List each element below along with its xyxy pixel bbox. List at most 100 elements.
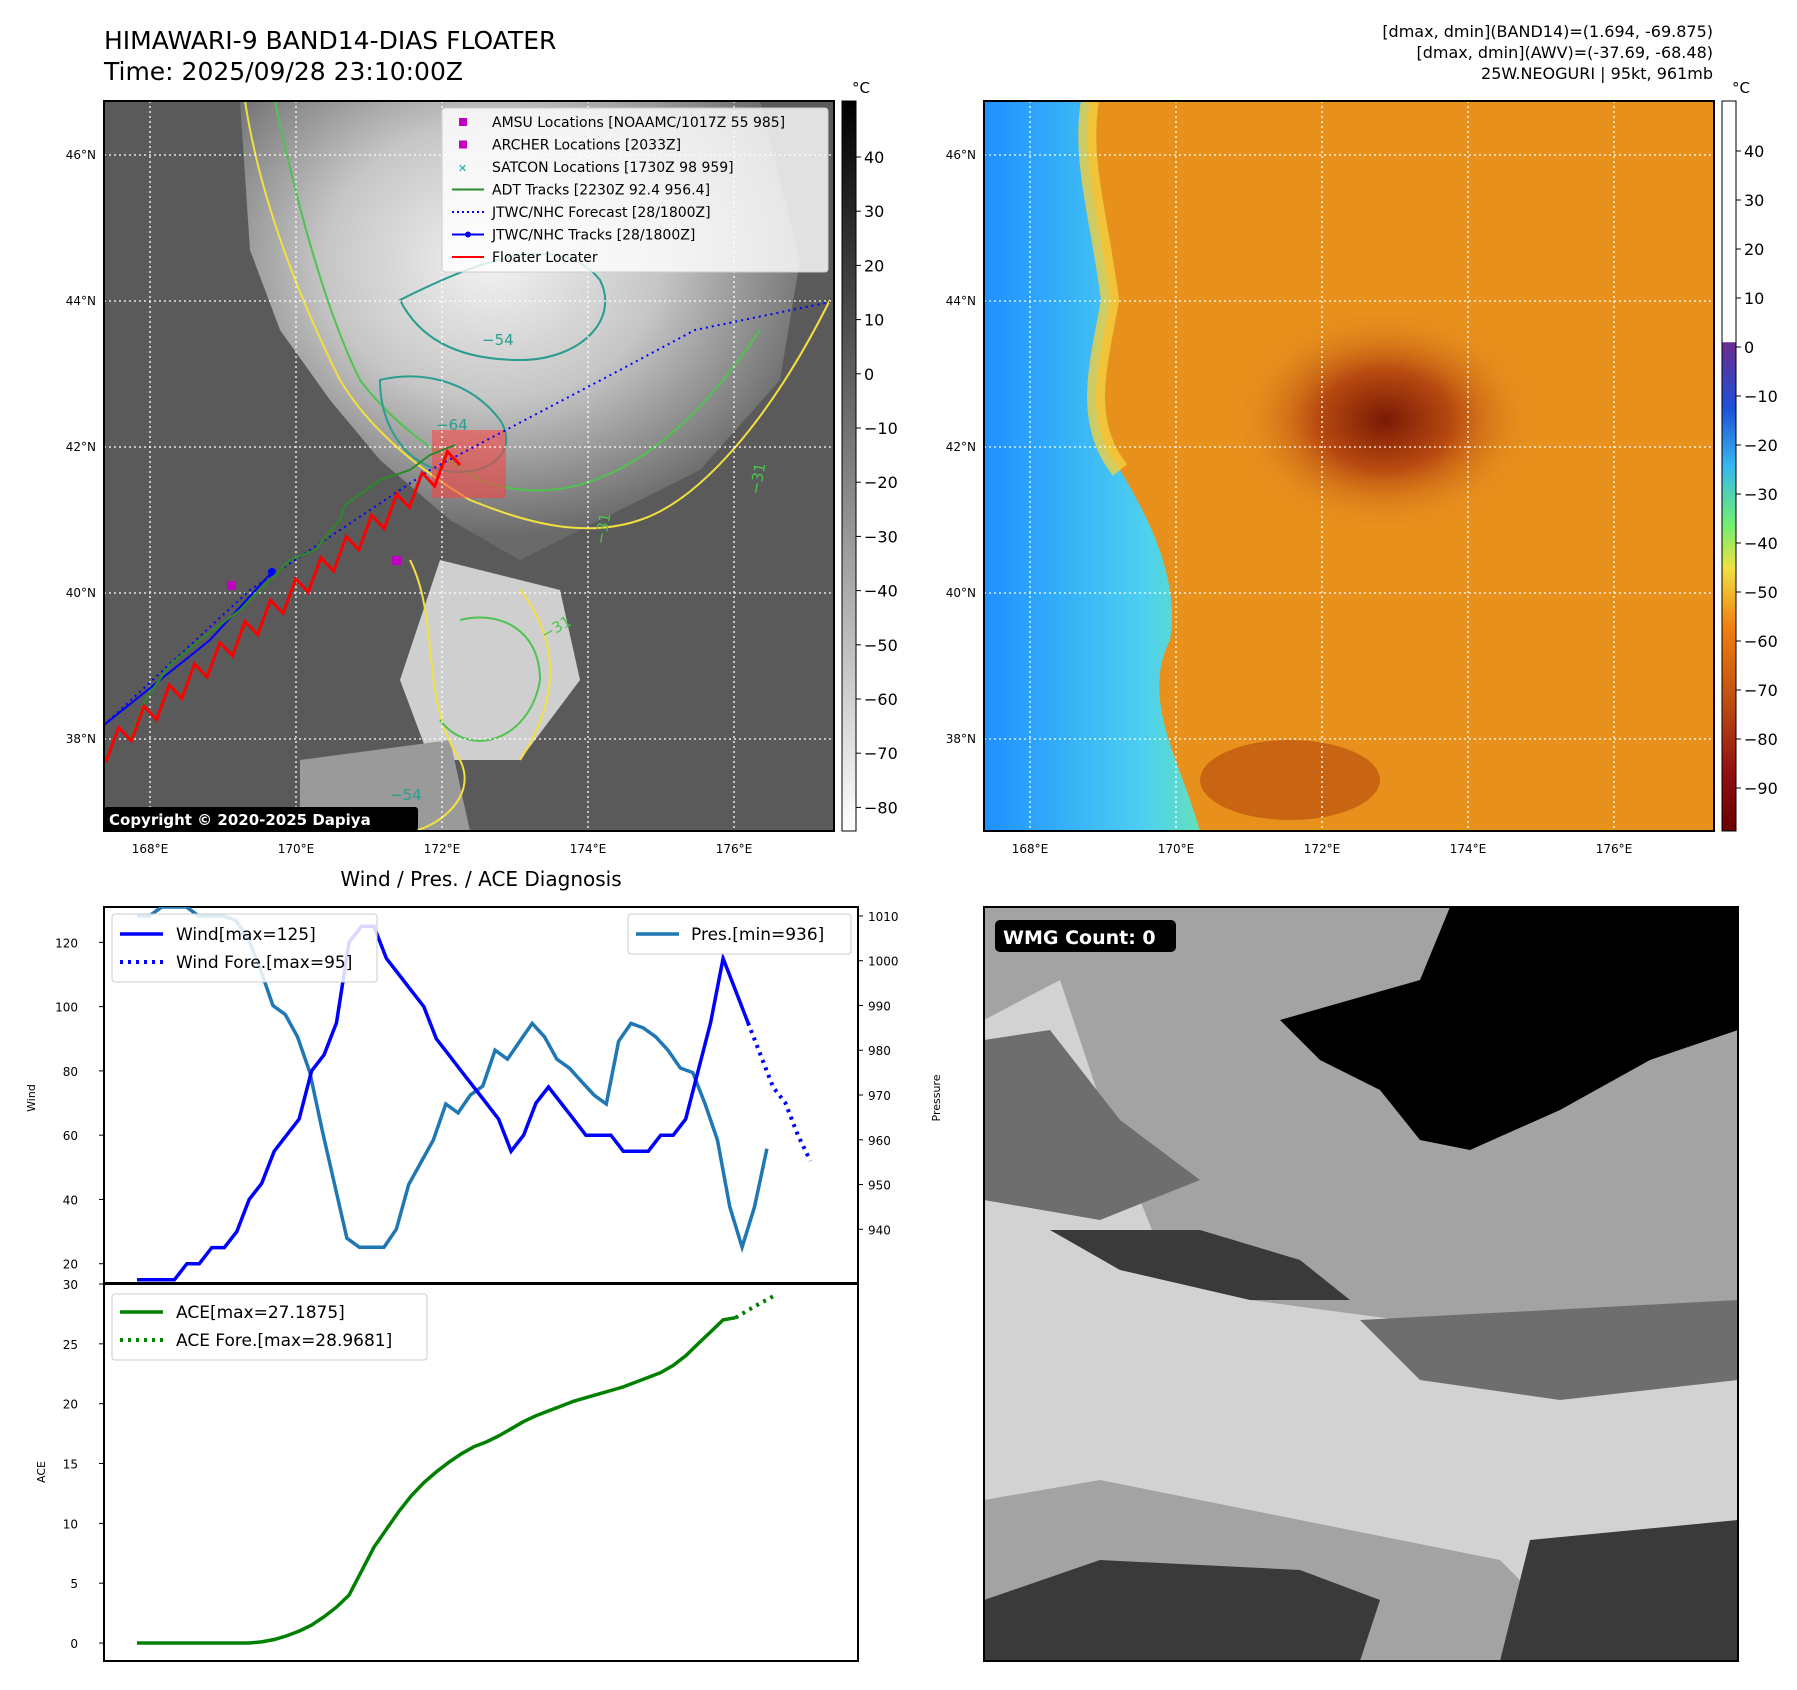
wind-ytick-label: 80 bbox=[63, 1065, 78, 1079]
ir-contour-yellow-3 bbox=[519, 589, 551, 761]
colorbar-tick-label: 40 bbox=[1744, 142, 1764, 161]
jtwc-forecast-track bbox=[104, 301, 831, 726]
colorbar-tick-label: −70 bbox=[864, 744, 898, 763]
floater-locater-track bbox=[104, 448, 462, 763]
ir-cloud-band-south bbox=[400, 560, 580, 760]
colorbar-tick-label: −30 bbox=[1744, 485, 1778, 504]
lat-tick-label: 44°N bbox=[946, 294, 976, 308]
diagnosis-title: Wind / Pres. / ACE Diagnosis bbox=[340, 867, 621, 891]
legend-label: ARCHER Locations [2033Z] bbox=[492, 138, 681, 154]
wmg-dark-band-1 bbox=[1050, 1230, 1350, 1300]
wind-ytick-label: 20 bbox=[63, 1258, 78, 1272]
lat-tick-label: 46°N bbox=[66, 148, 96, 162]
wmg-black-region bbox=[1280, 907, 1738, 1150]
colorbar-tick-label: −40 bbox=[1744, 534, 1778, 553]
wind-chart-legend: Wind[max=125] Wind Fore.[max=95] Pres.[min… bbox=[111, 913, 852, 983]
colorbar-tick-label: 10 bbox=[1744, 289, 1764, 308]
lon-tick-label: 174°E bbox=[570, 842, 607, 856]
legend-marker-square bbox=[459, 140, 467, 149]
wind-ytick-label: 100 bbox=[55, 1001, 78, 1015]
legend-label: JTWC/NHC Forecast [28/1800Z] bbox=[491, 205, 711, 221]
copyright-text: Copyright © 2020-2025 Dapiya bbox=[109, 811, 371, 829]
jtwc-track-point bbox=[268, 568, 276, 576]
awv-map-frame bbox=[983, 100, 1715, 832]
awv-colorbar bbox=[1721, 100, 1737, 832]
colorbar-tick-label: −80 bbox=[864, 798, 898, 817]
legend-box bbox=[441, 107, 829, 273]
ace-ytick-label: 25 bbox=[63, 1338, 78, 1352]
ir-contour-yellow-2 bbox=[409, 559, 466, 831]
ir-map-legend: AMSU Locations [NOAAMC/1017Z 55 985] ARCH… bbox=[441, 107, 829, 273]
ir-colorbar bbox=[841, 100, 857, 832]
colorbar-tick-label: −50 bbox=[1744, 583, 1778, 602]
wmg-dark-band-2 bbox=[984, 1560, 1380, 1661]
wind-pressure-chart: Wind / Pres. / ACE Diagnosis 20 40 60 80 100… bbox=[25, 867, 943, 1284]
lon-tick-label: 176°E bbox=[716, 842, 753, 856]
figure-time: Time: 2025/09/28 23:10:00Z bbox=[104, 57, 463, 86]
ir-contour-green-2 bbox=[439, 616, 542, 742]
ace-chart-legend: ACE[max=27.1875] ACE Fore.[max=28.9681] bbox=[111, 1293, 428, 1361]
lat-tick-label: 42°N bbox=[66, 440, 96, 454]
ir-axis-labels: 168°E 170°E 172°E 174°E 176°E 46°N 44°N 42°N 40°… bbox=[66, 148, 753, 856]
pressure-ytick-label: 940 bbox=[868, 1223, 891, 1237]
ir-satellite-map: −54 −64 −31 −31 −31 −54 AMSU Locations [… bbox=[66, 79, 898, 856]
legend-label: Wind[max=125] bbox=[176, 925, 316, 945]
lon-tick-label: 168°E bbox=[132, 842, 169, 856]
wmg-dark-band-3 bbox=[1500, 1520, 1738, 1661]
contour-label: −54 bbox=[390, 786, 422, 804]
lat-tick-label: 46°N bbox=[946, 148, 976, 162]
colorbar-tick-label: −80 bbox=[1744, 730, 1778, 749]
awv-axis-labels: 168°E 170°E 172°E 174°E 176°E 46°N 44°N 42°N 40°… bbox=[946, 148, 1633, 856]
wind-ytick-label: 40 bbox=[63, 1193, 78, 1207]
wind-legend-box bbox=[111, 913, 378, 983]
ace-ytick-label: 5 bbox=[70, 1577, 78, 1591]
legend-label: Floater Locater bbox=[492, 250, 598, 266]
wind-forecast-line bbox=[746, 1021, 813, 1162]
wmg-mid-region bbox=[984, 1030, 1200, 1220]
legend-label: Pres.[min=936] bbox=[691, 925, 824, 945]
pressure-axis-label: Pressure bbox=[930, 1074, 943, 1121]
wmg-mid-band bbox=[1360, 1300, 1738, 1400]
wmg-count-label: WMG Count: 0 bbox=[1003, 927, 1156, 949]
ir-contour-green-1 bbox=[274, 101, 761, 492]
legend-label: ADT Tracks [2230Z 92.4 956.4] bbox=[492, 183, 710, 199]
legend-marker-x: ✕ bbox=[458, 162, 467, 175]
legend-marker-square bbox=[459, 118, 467, 126]
wmg-count-badge bbox=[995, 920, 1176, 952]
lon-tick-label: 170°E bbox=[278, 842, 315, 856]
figure-title: HIMAWARI-9 BAND14-DIAS FLOATER bbox=[104, 26, 557, 55]
ir-colorbar-ticks: 40 30 20 10 0 −10 −20 −30 −40 −50 −60 −70 −80 bbox=[856, 148, 898, 817]
wind-ytick-label: 60 bbox=[63, 1129, 78, 1143]
lat-tick-label: 42°N bbox=[946, 440, 976, 454]
colorbar-tick-label: −10 bbox=[1744, 387, 1778, 406]
colorbar-tick-label: 0 bbox=[864, 365, 874, 384]
wind-chart-axes: 20 40 60 80 100 120 940 950 960 970 980 990 1000 1010… bbox=[25, 910, 943, 1272]
colorbar-tick-label: −60 bbox=[1744, 632, 1778, 651]
lon-tick-label: 172°E bbox=[424, 842, 461, 856]
lon-tick-label: 174°E bbox=[1450, 842, 1487, 856]
ace-chart-marks bbox=[137, 1294, 774, 1645]
lat-tick-label: 40°N bbox=[66, 586, 96, 600]
ace-forecast-line bbox=[734, 1294, 774, 1320]
legend-label: SATCON Locations [1730Z 98 959] bbox=[492, 160, 734, 176]
archer-location-marker bbox=[392, 556, 401, 565]
lat-tick-label: 40°N bbox=[946, 586, 976, 600]
ace-ytick-label: 10 bbox=[63, 1517, 78, 1531]
contour-label: −64 bbox=[436, 416, 468, 434]
wmg-frame bbox=[983, 906, 1739, 1662]
colorbar-tick-label: −20 bbox=[864, 473, 898, 492]
legend-label: JTWC/NHC Tracks [28/1800Z] bbox=[491, 228, 695, 244]
lat-tick-label: 38°N bbox=[946, 732, 976, 746]
pressure-ytick-label: 1010 bbox=[868, 910, 899, 924]
legend-label: ACE Fore.[max=28.9681] bbox=[176, 1331, 392, 1351]
legend-label: ACE[max=27.1875] bbox=[176, 1303, 345, 1323]
ace-ytick-label: 30 bbox=[63, 1278, 78, 1292]
colorbar-tick-label: −70 bbox=[1744, 681, 1778, 700]
ir-map-frame bbox=[103, 100, 835, 832]
contour-label: −54 bbox=[482, 331, 514, 349]
wmg-panel: WMG Count: 0 bbox=[983, 906, 1739, 1662]
wind-axis-label: Wind bbox=[25, 1084, 38, 1112]
pressure-ytick-label: 980 bbox=[868, 1044, 891, 1058]
colorbar-tick-label: 20 bbox=[864, 256, 884, 275]
awv-storm-core bbox=[1235, 310, 1535, 530]
